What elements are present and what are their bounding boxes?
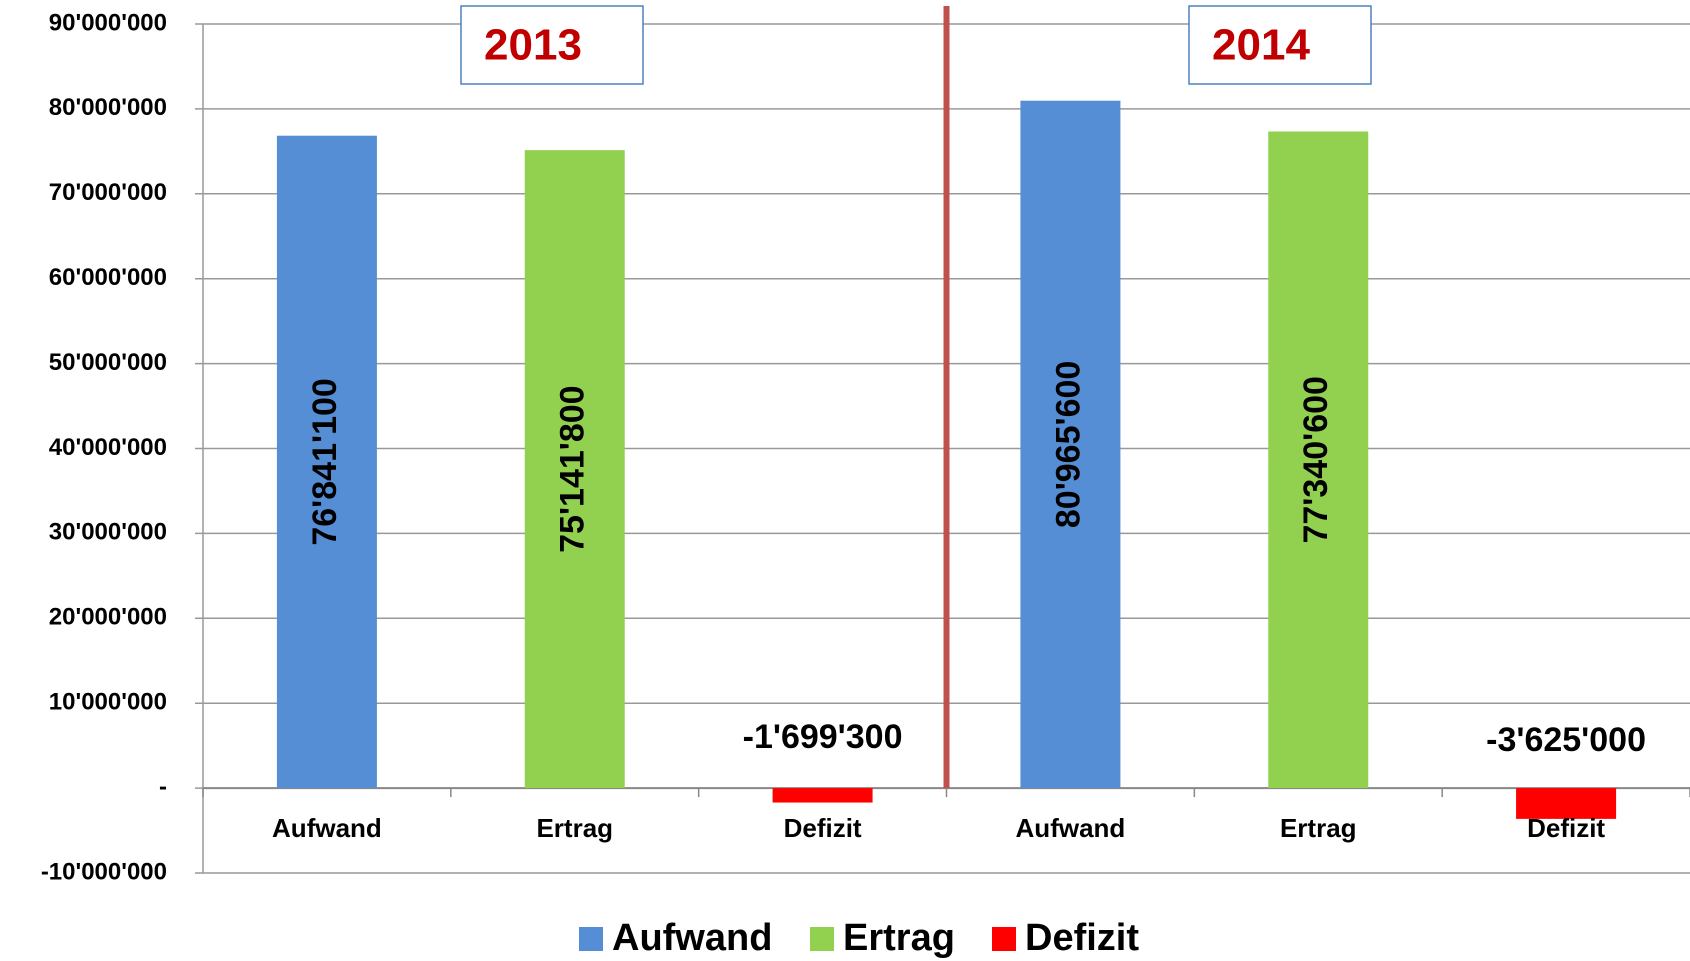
y-tick-label: 30'000'000 [49,519,167,546]
x-tick-label: Defizit [1527,813,1605,843]
x-tick-label: Defizit [784,813,862,843]
value-label: 75'141'800 [554,385,592,552]
year-label: 2013 [484,21,582,70]
year-label: 2014 [1212,21,1310,70]
y-tick-label: 90'000'000 [49,9,167,36]
year-box [1188,5,1372,85]
year-box [460,5,644,85]
y-tick-label: 20'000'000 [49,604,167,631]
x-tick-label: Aufwand [272,813,382,843]
bar [1516,788,1617,819]
y-tick-label: 70'000'000 [49,179,167,206]
y-tick-label: -10'000'000 [41,858,167,885]
x-tick-label: Aufwand [1016,813,1126,843]
value-label: 76'841'100 [306,378,344,545]
legend-label: Ertrag [843,917,955,959]
value-label: 80'965'600 [1049,361,1087,528]
y-tick-label: 40'000'000 [49,434,167,461]
y-tick-label: - [159,773,167,800]
bar [772,788,873,803]
value-label: -3'625'000 [1486,721,1646,759]
y-tick-label: 80'000'000 [49,94,167,121]
y-tick-label: 10'000'000 [49,689,167,716]
x-tick-label: Ertrag [1280,813,1357,843]
bar [524,150,625,789]
legend-swatch [579,927,603,951]
bar [1020,100,1121,789]
y-tick-label: 60'000'000 [49,264,167,291]
legend-label: Defizit [1025,917,1139,959]
value-label: -1'699'300 [743,718,903,756]
y-tick-label: 50'000'000 [49,349,167,376]
legend-label: Aufwand [612,917,772,959]
bar [1268,131,1369,789]
legend-swatch [992,927,1016,951]
x-tick-label: Ertrag [536,813,613,843]
bar [276,135,377,789]
legend-swatch [810,927,834,951]
value-label: 77'340'600 [1297,376,1335,543]
